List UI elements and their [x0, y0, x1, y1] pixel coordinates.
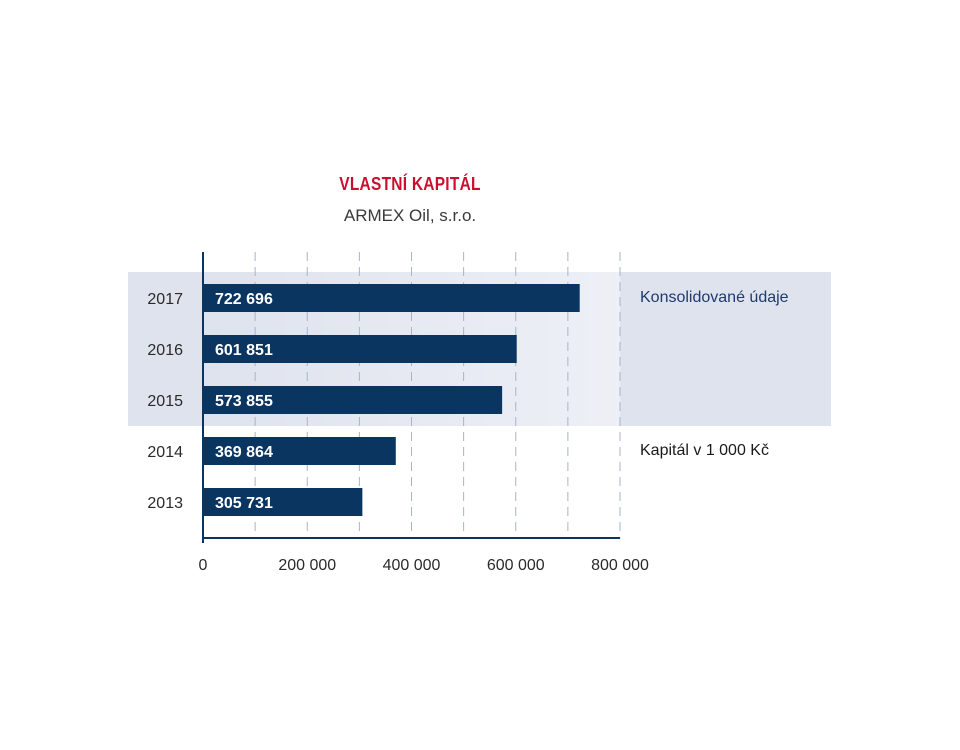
x-tick-label: 800 000 — [591, 557, 649, 574]
bar-2015 — [203, 386, 503, 414]
bar-value-label: 369 864 — [215, 444, 273, 461]
bar-2017 — [203, 284, 580, 312]
x-tick-label: 0 — [199, 557, 208, 574]
units-note: Kapitál v 1 000 Kč — [640, 442, 769, 459]
chart-title: VLASTNÍ KAPITÁL — [339, 174, 481, 194]
bar-2014 — [203, 437, 396, 465]
bar-value-label: 305 731 — [215, 495, 273, 512]
x-tick-label: 600 000 — [487, 557, 545, 574]
category-label: 2016 — [147, 342, 183, 359]
bar-value-label: 573 855 — [215, 393, 273, 410]
category-label: 2014 — [147, 444, 183, 461]
bar-value-label: 722 696 — [215, 291, 273, 308]
consolidated-note: Konsolidované údaje — [640, 289, 789, 306]
bar-2016 — [203, 335, 517, 363]
bar-2013 — [203, 488, 363, 516]
category-label: 2013 — [147, 495, 183, 512]
chart-subtitle: ARMEX Oil, s.r.o. — [343, 206, 477, 225]
x-tick-label: 400 000 — [383, 557, 441, 574]
category-label: 2017 — [147, 291, 183, 308]
x-tick-label: 200 000 — [278, 557, 336, 574]
category-label: 2015 — [147, 393, 183, 410]
bar-value-label: 601 851 — [215, 342, 273, 359]
